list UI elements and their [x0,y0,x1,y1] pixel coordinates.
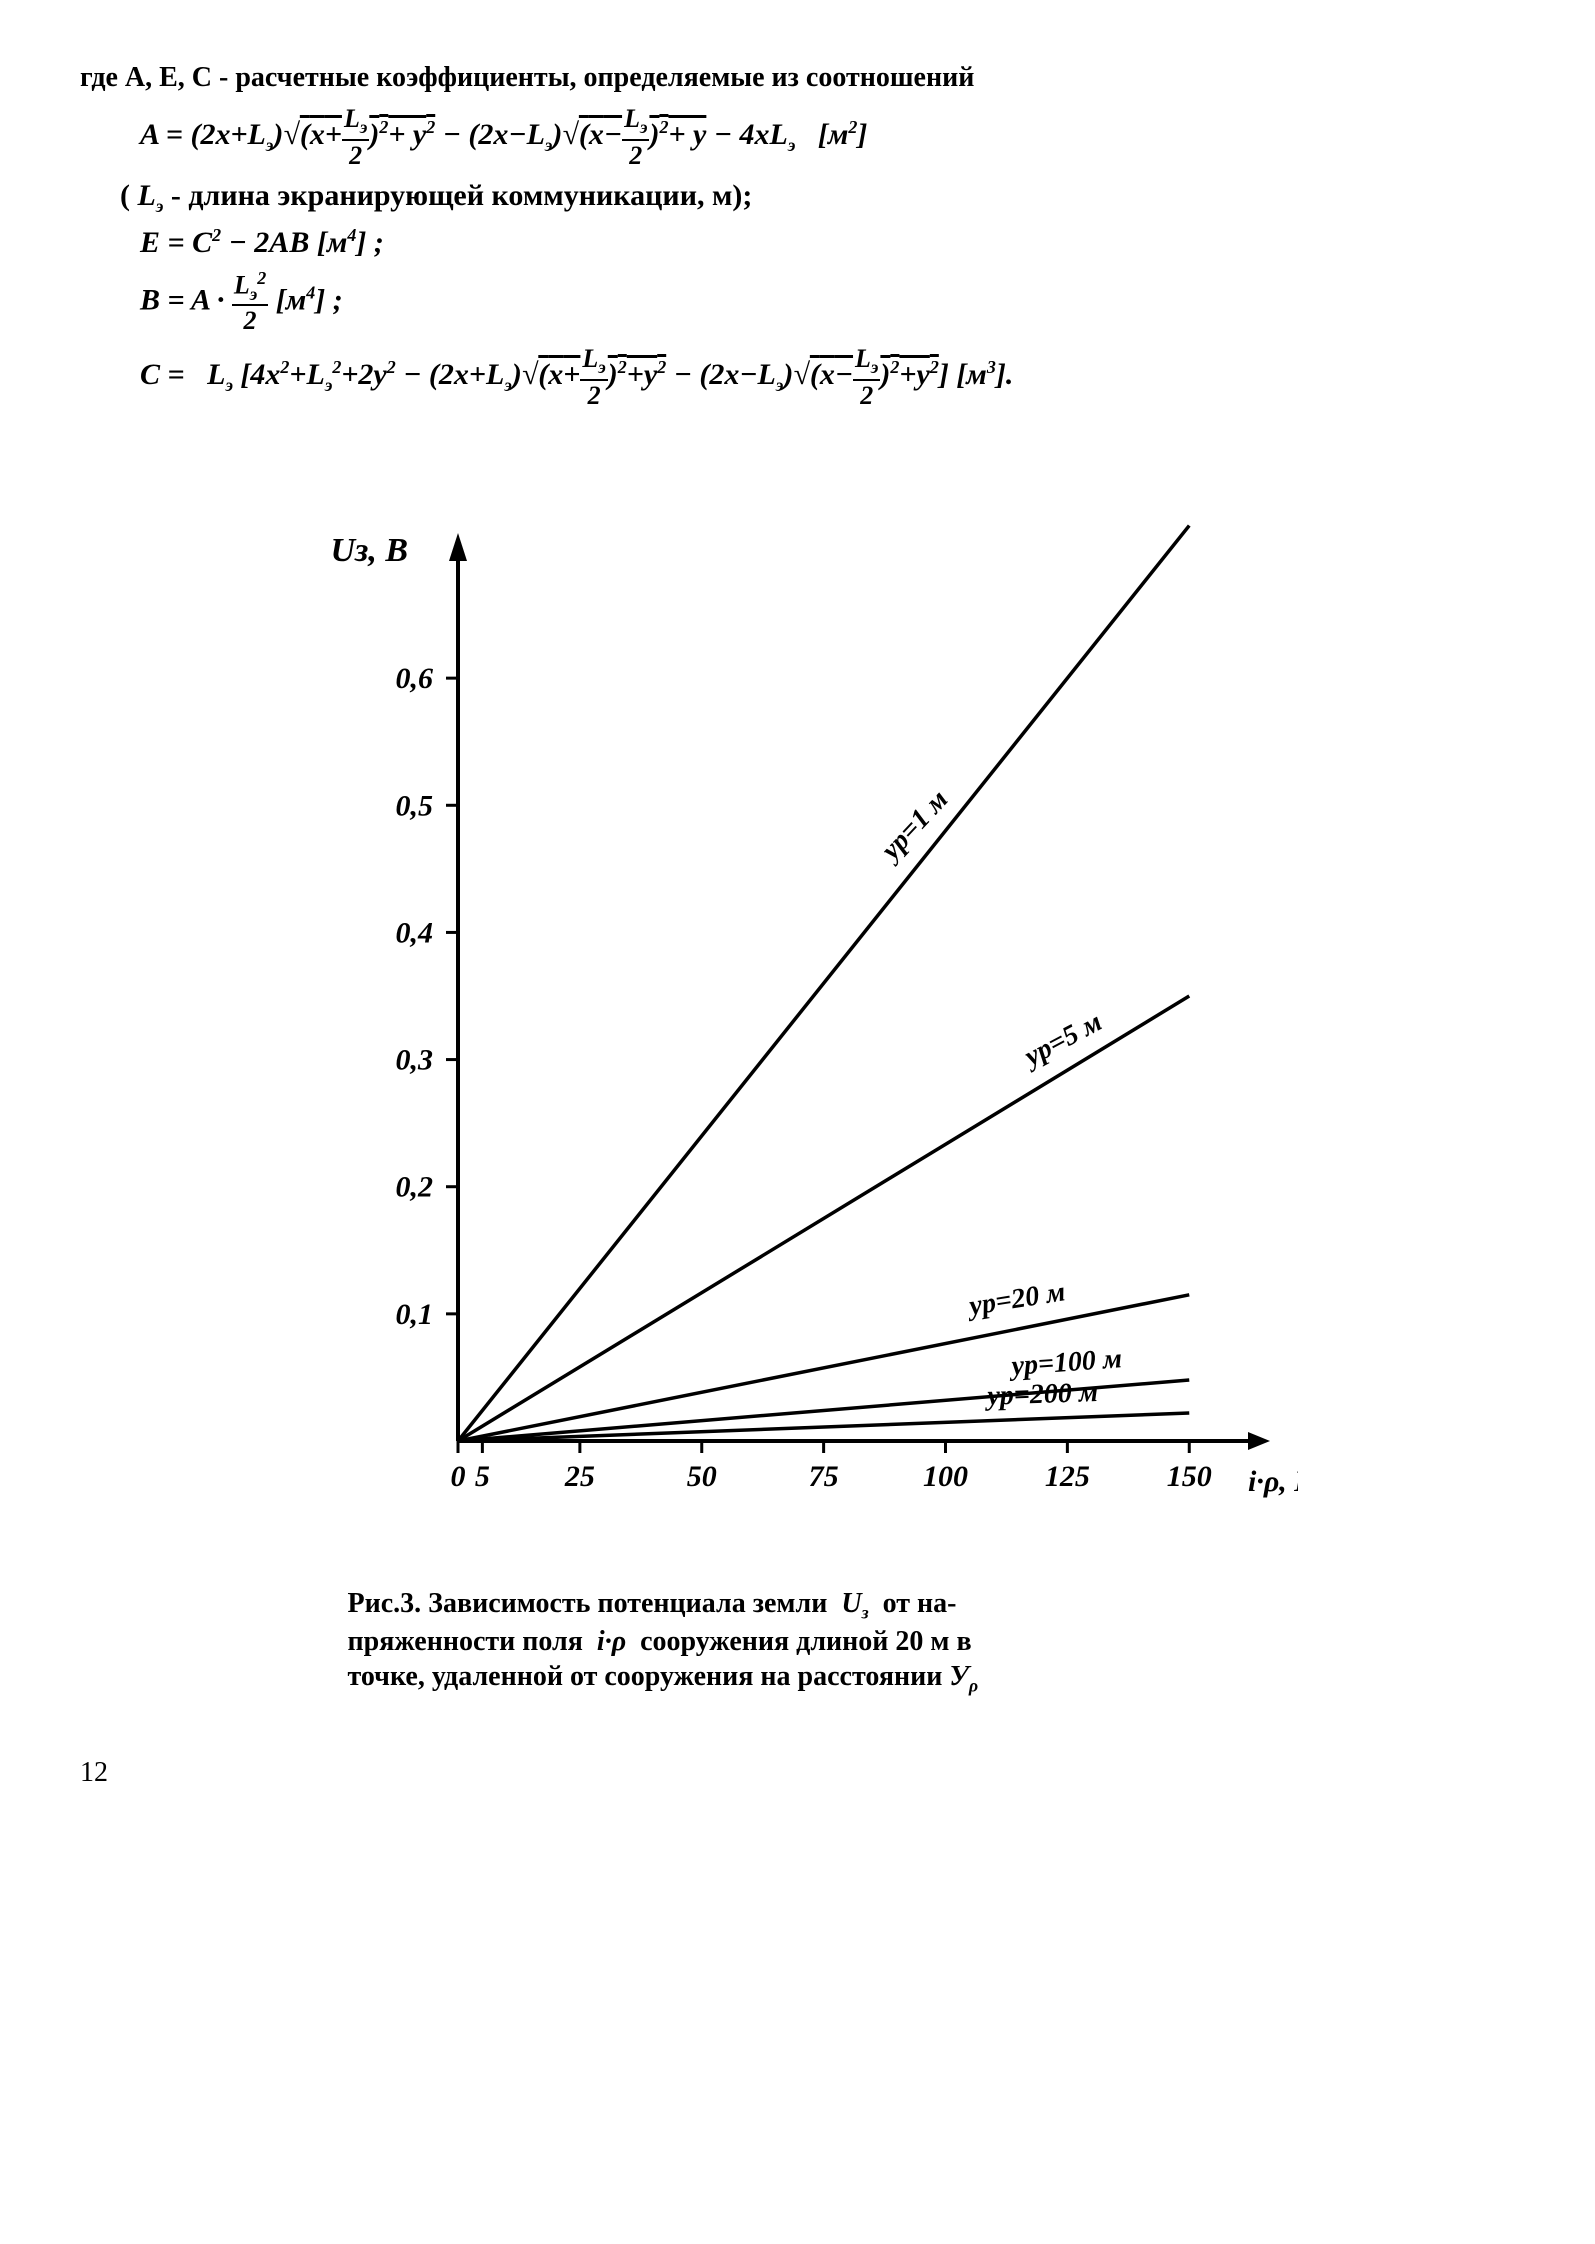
svg-text:5: 5 [474,1460,489,1493]
intro-text: где A, E, C - расчетные коэффициенты, оп… [80,60,1515,96]
formula-c: C = Lэ [4x2+Lэ2+2y2 − (2x+Lэ)√(x+Lэ2)2+y… [140,344,1515,410]
formula-a: A = (2x+Lэ)√(x+Lэ2)2+ y2 − (2x−Lэ)√(x−Lэ… [140,104,1515,170]
svg-text:100: 100 [923,1460,968,1493]
svg-text:0,2: 0,2 [395,1170,433,1203]
svg-text:50: 50 [686,1460,716,1493]
svg-text:125: 125 [1044,1460,1089,1493]
svg-text:i·ρ, В·м: i·ρ, В·м [1248,1465,1298,1498]
formula-e: E = C2 − 2AB [м4] ; [140,225,1515,260]
formula-b: B = A · Lэ22 [м4] ; [140,268,1515,337]
page-number: 12 [80,1757,1515,1789]
svg-text:0,1: 0,1 [395,1297,433,1330]
svg-text:yр=100 м: yр=100 м [1007,1343,1122,1382]
svg-text:25: 25 [563,1460,594,1493]
svg-text:yр=200 м: yр=200 м [983,1377,1098,1412]
svg-text:0,5: 0,5 [395,789,433,822]
svg-text:0,4: 0,4 [395,916,433,949]
svg-text:0,6: 0,6 [395,662,433,695]
svg-text:yр=1 м: yр=1 м [873,784,954,868]
figure-caption: Рис.3. Зависимость потенциала земли Uз о… [348,1586,1248,1697]
note-l: ( Lэ - длина экранирующей коммуникации, … [120,179,1515,217]
svg-text:Uз, В: Uз, В [330,532,408,569]
chart: 0,1 0,2 0,3 0,4 0,5 0,6 05 25 50 75 100 125 150 Uз, В… [298,491,1298,1546]
chart-svg: 0,1 0,2 0,3 0,4 0,5 0,6 05 25 50 75 100 125 150 Uз, В… [298,491,1298,1541]
svg-text:75: 75 [808,1460,838,1493]
svg-text:yр=5 м: yр=5 м [1017,1006,1107,1074]
svg-text:150: 150 [1166,1460,1211,1493]
svg-text:0,3: 0,3 [395,1043,433,1076]
svg-text:yр=20 м: yр=20 м [964,1276,1067,1322]
svg-text:0: 0 [450,1460,465,1493]
